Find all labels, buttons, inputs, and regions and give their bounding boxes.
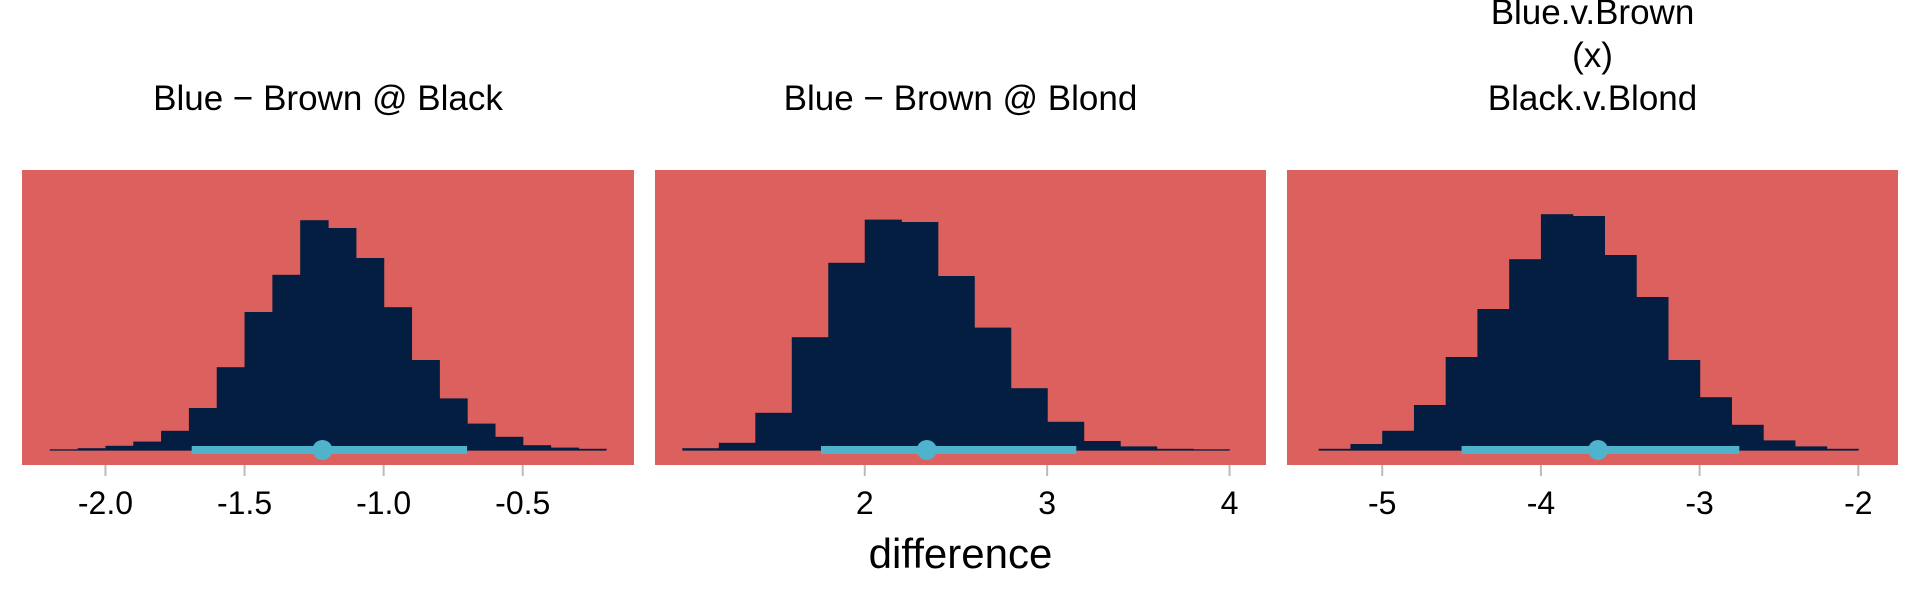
histogram-bar bbox=[244, 312, 273, 450]
histogram-bar bbox=[901, 222, 939, 450]
x-tick-label: 3 bbox=[1038, 485, 1056, 521]
histogram-bar bbox=[755, 412, 793, 450]
x-axis: 2 3 4 bbox=[856, 465, 1239, 521]
point-estimate bbox=[312, 440, 333, 460]
panel-title-line: (x) bbox=[1572, 36, 1613, 75]
x-axis: -5 -4 -3 -2 bbox=[1368, 465, 1873, 521]
histogram-bar bbox=[1120, 446, 1158, 450]
x-axis-label: difference bbox=[869, 530, 1053, 577]
histogram-bar bbox=[828, 262, 866, 450]
histogram-bar bbox=[1763, 440, 1796, 450]
histogram-bar bbox=[1667, 360, 1701, 450]
histogram-bar bbox=[105, 445, 134, 450]
histogram-bar bbox=[791, 337, 829, 450]
histogram-bar bbox=[1636, 297, 1669, 450]
x-tick-label: -1.5 bbox=[217, 485, 272, 521]
point-estimate bbox=[916, 440, 937, 460]
histogram-bar bbox=[1350, 444, 1383, 450]
histogram-bar bbox=[1731, 424, 1764, 450]
x-tick-label: -1.0 bbox=[356, 485, 411, 521]
histogram-bars bbox=[1318, 214, 1859, 450]
histogram-bar bbox=[1794, 446, 1828, 450]
histogram-bar bbox=[1477, 309, 1510, 450]
point-estimate bbox=[1588, 440, 1609, 460]
histogram-bars bbox=[682, 219, 1231, 451]
x-tick-label: -2.0 bbox=[78, 485, 133, 521]
facet-panel-3: Blue.v.Brown (x) Black.v.Blond -5 -4 -3 -2 bbox=[1287, 0, 1898, 521]
histogram-bar bbox=[411, 360, 440, 450]
x-tick-label: -3 bbox=[1685, 485, 1713, 521]
histogram-bar bbox=[1010, 388, 1048, 450]
histogram-bar bbox=[864, 219, 902, 450]
histogram-bar bbox=[522, 445, 552, 450]
histogram-bar bbox=[1382, 430, 1415, 450]
histogram-bar bbox=[718, 442, 756, 450]
x-tick-label: -4 bbox=[1527, 485, 1555, 521]
histogram-bar bbox=[188, 408, 218, 450]
histogram-bar bbox=[467, 423, 496, 450]
histogram-bar bbox=[216, 367, 246, 450]
histogram-bar bbox=[1445, 357, 1479, 450]
x-tick-label: -5 bbox=[1368, 485, 1396, 521]
histogram-bar bbox=[161, 430, 190, 450]
histogram-bar bbox=[1572, 216, 1606, 450]
x-tick-label: 4 bbox=[1221, 485, 1239, 521]
histogram-bar bbox=[355, 258, 385, 450]
histogram-bar bbox=[133, 441, 162, 450]
panel-title-line: Black.v.Blond bbox=[1488, 79, 1697, 118]
histogram-bar bbox=[272, 274, 301, 450]
histogram-bar bbox=[550, 447, 579, 450]
histogram-bar bbox=[1413, 405, 1447, 450]
histogram-bar bbox=[1540, 214, 1574, 450]
histogram-bar bbox=[383, 307, 413, 450]
panel-title-line: Blue − Brown @ Blond bbox=[784, 79, 1138, 118]
x-tick-label: -2 bbox=[1844, 485, 1872, 521]
histogram-bar bbox=[1083, 441, 1121, 450]
histogram-bar bbox=[494, 436, 524, 450]
histogram-bars bbox=[49, 220, 607, 451]
x-tick-label: 2 bbox=[856, 485, 874, 521]
histogram-bar bbox=[1699, 397, 1732, 450]
panel-title-line: Blue − Brown @ Black bbox=[153, 79, 503, 118]
histogram-bar bbox=[937, 276, 975, 450]
x-tick-label: -0.5 bbox=[495, 485, 550, 521]
histogram-bar bbox=[328, 228, 357, 450]
histogram-bar bbox=[1509, 259, 1542, 450]
facet-panel-2: Blue − Brown @ Blond 2 3 4 difference bbox=[655, 79, 1266, 577]
panel-title-line: Blue.v.Brown bbox=[1491, 0, 1695, 32]
histogram-bar bbox=[439, 398, 468, 450]
histogram-bar bbox=[77, 448, 107, 450]
histogram-bar bbox=[1047, 421, 1085, 450]
histogram-bar bbox=[974, 327, 1012, 450]
histogram-bar bbox=[682, 448, 720, 450]
x-axis: -2.0 -1.5 -1.0 -0.5 bbox=[78, 465, 550, 521]
histogram-bar bbox=[1604, 255, 1637, 450]
histogram-bar bbox=[300, 220, 329, 450]
facet-panel-1: Blue − Brown @ Black -2.0 -1.5 -1.0 -0.5 bbox=[22, 79, 634, 521]
